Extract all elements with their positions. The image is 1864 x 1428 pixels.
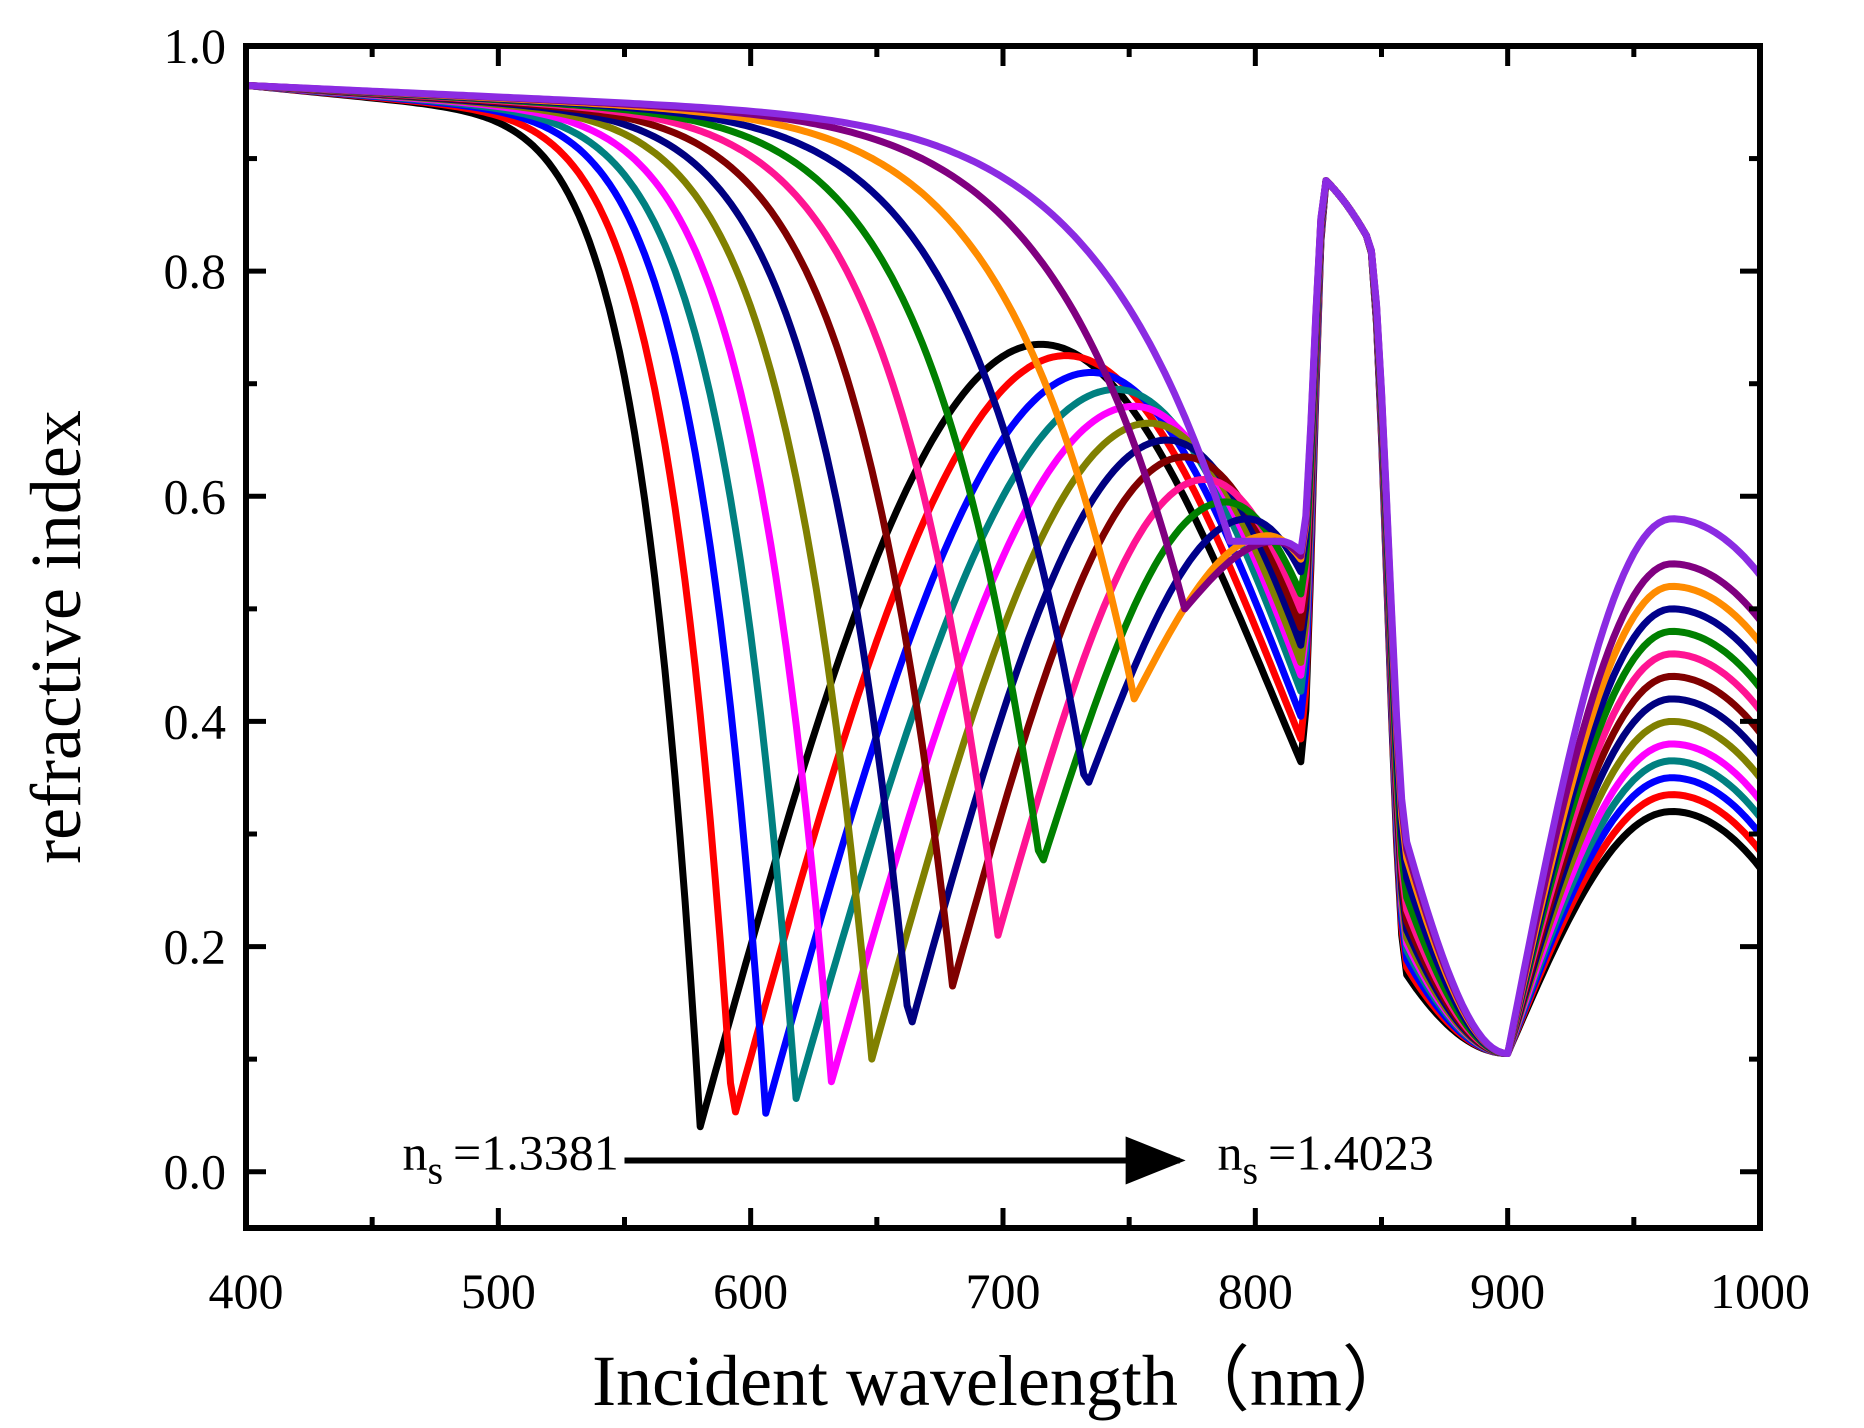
series-layer <box>246 81 1760 1131</box>
annotation-layer: ns =1.3381 ns =1.4023 <box>402 1124 1433 1192</box>
series-line-14 <box>246 81 1760 1057</box>
annotation-end-prefix: n <box>1217 1124 1242 1180</box>
x-tick-label: 500 <box>461 1263 536 1319</box>
annotation-end-value: =1.4023 <box>1268 1124 1434 1180</box>
y-axis-title: refractive index <box>16 410 96 864</box>
annotation-start: ns =1.3381 <box>402 1124 618 1192</box>
y-tick-label: 0.4 <box>164 693 227 749</box>
annotation-end: ns =1.4023 <box>1217 1124 1433 1192</box>
x-tick-label: 1000 <box>1710 1263 1810 1319</box>
x-tick-label: 800 <box>1218 1263 1293 1319</box>
x-tick-label: 700 <box>966 1263 1041 1319</box>
annotation-start-sub: s <box>427 1147 443 1192</box>
y-tick-label: 1.0 <box>164 18 227 74</box>
y-tick-label: 0.6 <box>164 468 227 524</box>
ticks-layer: 400 500 600 700 800 900 1000 0.0 0.2 0.4 0.6 0.8 1.0 <box>164 18 1811 1319</box>
annotation-start-value: =1.3381 <box>453 1124 619 1180</box>
annotation-start-prefix: n <box>402 1124 427 1180</box>
x-axis-title: Incident wavelength（nm） <box>592 1341 1414 1421</box>
y-tick-label: 0.0 <box>164 1144 227 1200</box>
x-tick-label: 600 <box>713 1263 788 1319</box>
x-tick-label: 900 <box>1470 1263 1545 1319</box>
annotation-end-sub: s <box>1242 1147 1258 1192</box>
y-tick-label: 0.2 <box>164 919 227 975</box>
y-tick-label: 0.8 <box>164 243 227 299</box>
x-tick-label: 400 <box>209 1263 284 1319</box>
